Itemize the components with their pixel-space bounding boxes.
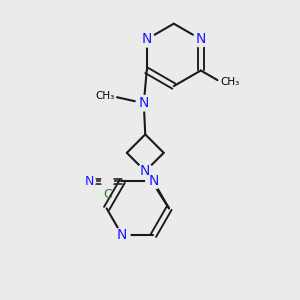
Text: N: N — [117, 228, 128, 242]
Circle shape — [146, 174, 161, 189]
Circle shape — [136, 95, 152, 111]
Circle shape — [115, 228, 130, 243]
Circle shape — [193, 32, 208, 47]
Circle shape — [139, 32, 154, 47]
Circle shape — [137, 164, 153, 179]
Text: CH₃: CH₃ — [220, 76, 239, 87]
Text: N: N — [139, 96, 149, 110]
Circle shape — [101, 176, 113, 187]
Text: N: N — [85, 175, 94, 188]
Text: C: C — [103, 188, 112, 201]
Text: N: N — [148, 174, 159, 188]
Text: N: N — [140, 164, 151, 178]
Text: N: N — [196, 32, 206, 46]
Text: N: N — [142, 32, 152, 46]
Text: CH₃: CH₃ — [95, 91, 115, 101]
Circle shape — [84, 176, 95, 187]
